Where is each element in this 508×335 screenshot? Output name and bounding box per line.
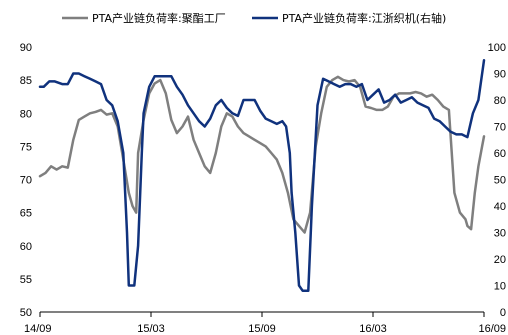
right-tick-label: 20 (494, 254, 506, 266)
left-tick-label: 85 (20, 75, 32, 87)
right-tick-label: 100 (488, 42, 506, 54)
left-tick-label: 60 (20, 241, 32, 253)
x-tick-label: 15/03 (137, 323, 165, 335)
x-tick-label: 14/09 (24, 323, 52, 335)
series-line-weaving (38, 59, 486, 293)
left-tick-label: 75 (20, 141, 32, 153)
left-tick-label: 55 (20, 274, 32, 286)
left-tick-label: 80 (20, 108, 32, 120)
legend-label-polyester: PTA产业链负荷率:聚酯工厂 (92, 11, 226, 25)
legend-label-weaving: PTA产业链负荷率:江浙织机(右轴) (282, 11, 446, 25)
x-axis: 14/09 15/03 15/09 16/03 16/09 (24, 312, 506, 335)
x-tick-label: 16/03 (359, 323, 387, 335)
left-tick-label: 50 (20, 307, 32, 319)
left-tick-label: 65 (20, 208, 32, 220)
right-tick-label: 90 (494, 69, 506, 81)
right-tick-label: 40 (494, 201, 506, 213)
left-axis: 50 55 60 65 70 75 80 85 90 (20, 42, 32, 319)
right-tick-label: 0 (500, 307, 506, 319)
right-tick-label: 80 (494, 95, 506, 107)
right-tick-label: 30 (494, 228, 506, 240)
left-tick-label: 70 (20, 175, 32, 187)
x-tick-label: 16/09 (478, 323, 506, 335)
right-tick-label: 70 (494, 122, 506, 134)
right-tick-label: 50 (494, 175, 506, 187)
legend: PTA产业链负荷率:聚酯工厂 PTA产业链负荷率:江浙织机(右轴) (62, 11, 446, 25)
x-tick-label: 15/09 (248, 323, 276, 335)
left-tick-label: 90 (20, 42, 32, 54)
right-axis: 0 10 20 30 40 50 60 70 80 90 100 (488, 42, 506, 319)
right-tick-label: 10 (494, 281, 506, 293)
right-tick-label: 60 (494, 148, 506, 160)
